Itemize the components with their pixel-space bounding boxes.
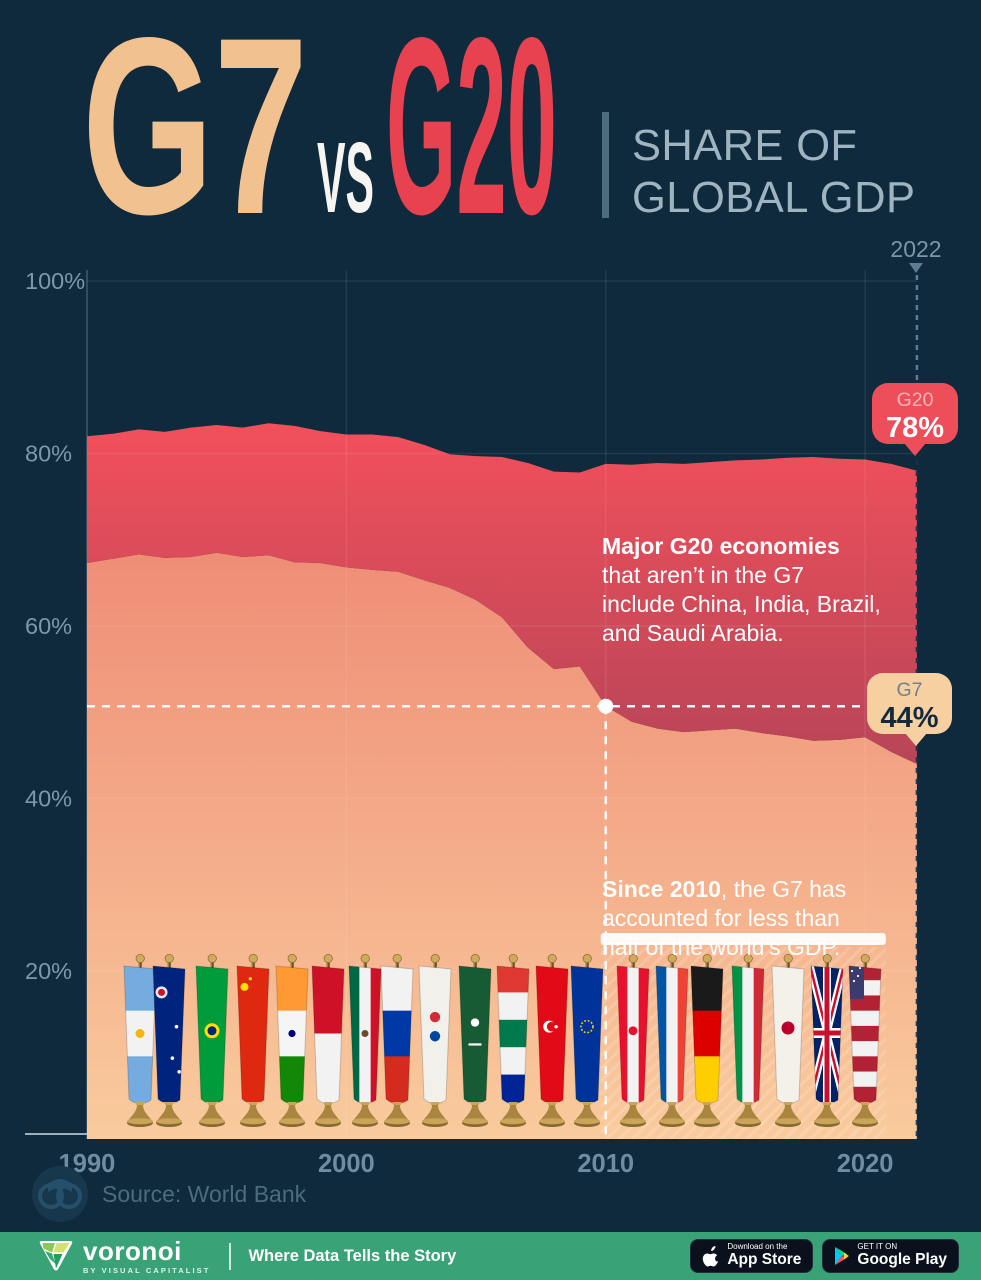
flag-canada — [616, 954, 650, 1127]
y-axis-tick-label: 100% — [25, 268, 85, 294]
axis-labels: 100%80%60%40%20%1990 2000 2010 2020 — [25, 268, 893, 1178]
flag-south-africa — [496, 954, 530, 1127]
y-axis-tick-label: 20% — [25, 958, 72, 984]
year-marker-label: 2022 — [890, 236, 941, 262]
footer-divider — [229, 1242, 232, 1270]
subtitle-line1: SHARE OF — [632, 122, 857, 170]
flag-uk — [810, 954, 844, 1127]
g7-badge-label: G7 — [896, 679, 923, 701]
flag-italy — [731, 954, 765, 1127]
voronoi-logo-icon — [39, 1241, 73, 1271]
flag-brazil — [195, 954, 229, 1127]
g7-badge-pointer — [905, 733, 928, 746]
y-axis-tick-label: 80% — [25, 441, 72, 467]
voronoi-wordmark: voronoi BY VISUAL CAPITALIST — [83, 1238, 210, 1275]
store-badges: Download on the App Store GET IT ON Goog… — [690, 1239, 959, 1273]
crossover-dot — [598, 698, 614, 714]
flag-germany — [690, 954, 724, 1127]
x-axis-tick-label: 2010 — [577, 1150, 634, 1178]
google-play-icon — [835, 1247, 850, 1265]
flag-indonesia — [311, 954, 345, 1127]
flag-mexico — [348, 954, 382, 1127]
flag-india — [275, 954, 309, 1127]
g20-flags-row — [123, 954, 882, 1127]
source-text: Source: World Bank — [102, 1180, 307, 1207]
app-store-small-text: Download on the — [727, 1242, 788, 1252]
g7-value-badge: G7 44% — [867, 673, 952, 746]
annotation-underline-bar — [600, 933, 886, 945]
annotation-g20-rest: that aren’t in the G7 include China, Ind… — [602, 562, 881, 646]
google-play-big-text: Google Play — [857, 1251, 947, 1269]
google-play-small-text: GET IT ON — [857, 1242, 898, 1252]
flag-south-korea — [418, 954, 452, 1127]
flag-saudi-arabia — [458, 954, 492, 1127]
title-vs: VS — [317, 122, 374, 234]
y-axis-tick-label: 60% — [25, 613, 72, 639]
g20-value-badge: G20 78% — [872, 383, 958, 456]
annotation-g7: Since 2010, the G7 has accounted for les… — [602, 846, 894, 962]
flag-usa — [848, 954, 882, 1127]
g20-area — [87, 423, 917, 764]
g7-badge-value: 44% — [880, 701, 939, 734]
annotation-g20: Major G20 economies that aren’t in the G… — [602, 503, 894, 648]
x-axis-tick-label: 2000 — [318, 1150, 375, 1178]
visual-capitalist-logo-icon — [32, 1166, 88, 1222]
app-store-big-text: App Store — [727, 1251, 802, 1269]
annotation-g7-bold: Since 2010 — [602, 876, 721, 902]
footer-bar: voronoi BY VISUAL CAPITALIST Where Data … — [0, 1232, 981, 1280]
year-marker-arrow-icon — [909, 263, 923, 273]
x-axis-tick-label: 2020 — [837, 1150, 894, 1178]
source-row: Source: World Bank — [30, 1164, 306, 1224]
y-axis-tick-label: 40% — [25, 786, 72, 812]
subtitle-line2: GLOBAL GDP — [632, 174, 915, 222]
flag-australia — [152, 954, 186, 1127]
flag-russia — [380, 954, 414, 1127]
flag-argentina — [123, 954, 157, 1127]
voronoi-name: voronoi — [83, 1235, 182, 1266]
annotation-g7-rest: , the G7 has accounted for less than hal… — [602, 876, 847, 960]
annotation-g20-bold: Major G20 economies — [602, 533, 840, 559]
apple-icon — [703, 1245, 719, 1267]
flag-eu — [570, 954, 604, 1127]
title-g20: G20 — [386, 0, 557, 267]
flag-france — [655, 954, 689, 1127]
title-divider — [602, 112, 609, 218]
voronoi-brand: voronoi BY VISUAL CAPITALIST — [38, 1238, 210, 1275]
voronoi-byline: BY VISUAL CAPITALIST — [83, 1265, 211, 1275]
title-g7: G7 — [82, 0, 308, 267]
app-store-badge[interactable]: Download on the App Store — [690, 1239, 814, 1273]
flag-turkey — [535, 954, 569, 1127]
flag-japan — [771, 954, 805, 1127]
g20-badge-pointer — [904, 443, 926, 456]
g20-badge-value: 78% — [885, 411, 945, 444]
g20-badge-label: G20 — [896, 389, 934, 411]
google-play-badge[interactable]: GET IT ON Google Play — [822, 1239, 959, 1273]
footer-tagline: Where Data Tells the Story — [248, 1246, 457, 1265]
flag-china — [236, 954, 270, 1127]
